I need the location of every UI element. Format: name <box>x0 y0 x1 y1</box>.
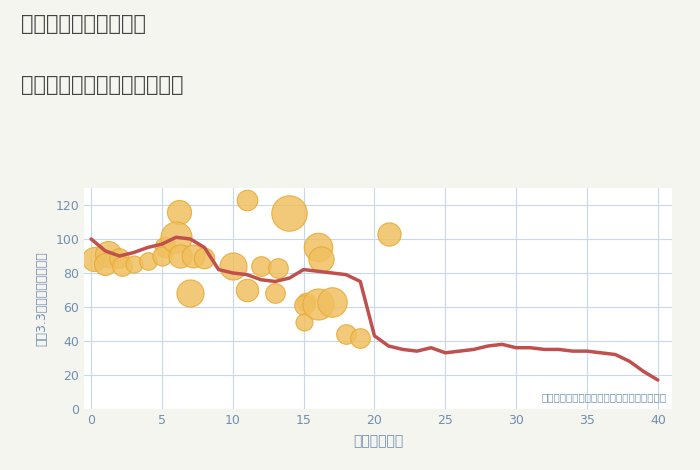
Point <box>99 261 111 268</box>
Point <box>142 257 153 265</box>
Point <box>340 330 351 338</box>
Point <box>156 252 167 260</box>
X-axis label: 築年数（年）: 築年数（年） <box>353 434 403 448</box>
Point <box>256 262 267 270</box>
Point <box>312 300 323 307</box>
Point <box>312 244 323 251</box>
Text: 円の大きさは、取引のあった物件面積を示す: 円の大きさは、取引のあった物件面積を示す <box>541 392 666 402</box>
Point <box>88 256 99 263</box>
Point <box>114 254 125 261</box>
Point <box>228 262 239 270</box>
Point <box>315 256 326 263</box>
Text: 三重県津市久居持川町: 三重県津市久居持川町 <box>21 14 146 34</box>
Point <box>241 196 253 204</box>
Point <box>355 334 366 341</box>
Point <box>241 286 253 294</box>
Point <box>102 251 113 258</box>
Point <box>159 244 170 251</box>
Point <box>174 208 185 216</box>
Point <box>270 290 281 297</box>
Point <box>272 264 284 272</box>
Point <box>298 319 309 326</box>
Point <box>301 298 312 306</box>
Point <box>199 254 210 261</box>
Y-axis label: 坪（3.3㎡）単価（万円）: 坪（3.3㎡）単価（万円） <box>35 251 48 346</box>
Point <box>175 252 186 260</box>
Point <box>383 230 394 238</box>
Point <box>284 210 295 217</box>
Point <box>128 261 139 268</box>
Point <box>298 301 309 309</box>
Point <box>117 262 128 270</box>
Point <box>171 234 182 241</box>
Text: 築年数別中古マンション価格: 築年数別中古マンション価格 <box>21 75 183 95</box>
Point <box>185 290 196 297</box>
Point <box>326 298 337 306</box>
Point <box>188 252 199 260</box>
